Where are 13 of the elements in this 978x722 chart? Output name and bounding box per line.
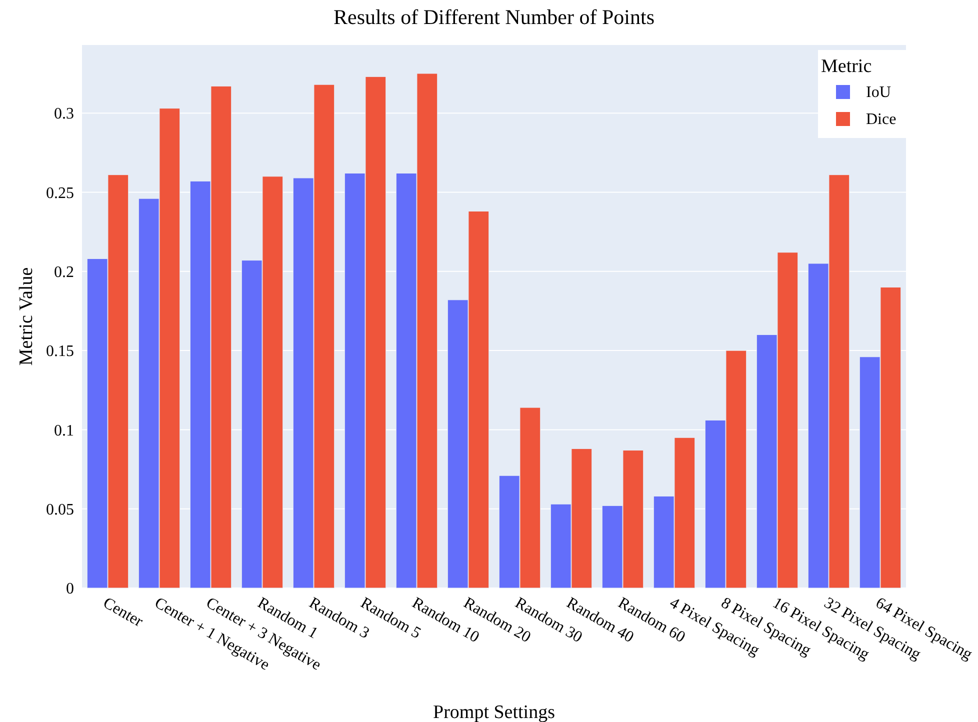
- y-tick-label: 0.1: [54, 422, 74, 440]
- chart-title: Results of Different Number of Points: [334, 5, 654, 29]
- legend-title: Metric: [821, 56, 872, 77]
- y-tick-label: 0.05: [46, 501, 74, 518]
- legend-label: IoU: [866, 84, 892, 101]
- y-tick-label: 0.2: [54, 264, 74, 281]
- y-tick-label: 0: [66, 580, 74, 598]
- y-tick-label: 0.3: [54, 106, 74, 123]
- y-tick-label: 0.15: [46, 343, 74, 360]
- x-axis-title: Prompt Settings: [433, 702, 555, 722]
- y-axis-title: Metric Value: [16, 267, 37, 366]
- legend-label: Dice: [866, 111, 896, 128]
- y-tick-label: 0.25: [46, 184, 74, 202]
